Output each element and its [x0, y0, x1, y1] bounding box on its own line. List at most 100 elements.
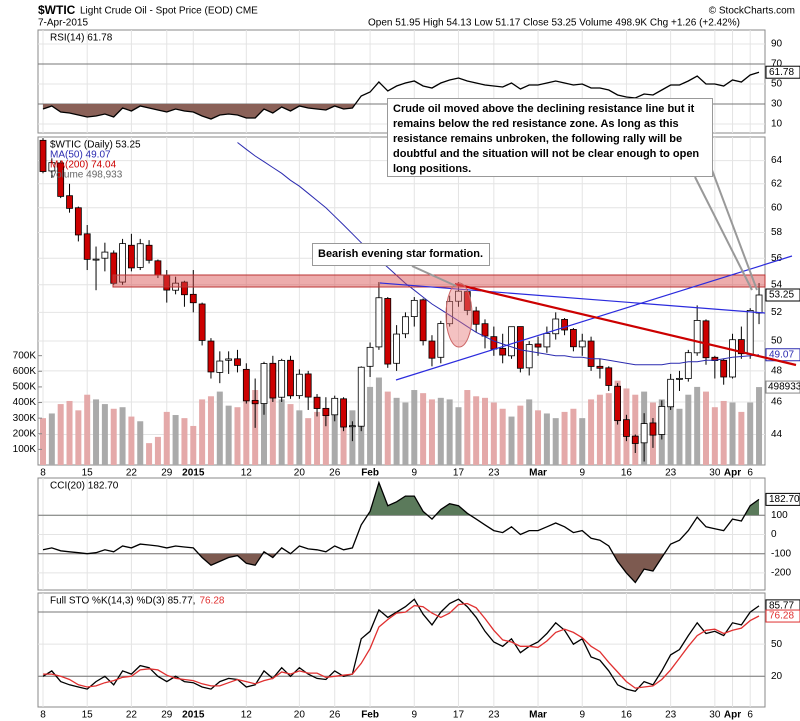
- x-tick-label: 16: [621, 710, 633, 721]
- x-tick-label: 17: [453, 468, 465, 479]
- volume-bar: [428, 399, 435, 465]
- legend-entry: MA(200) 74.04: [50, 160, 117, 171]
- candle-body: [181, 281, 188, 296]
- volume-bar: [411, 390, 418, 465]
- volume-bar: [667, 400, 674, 465]
- declining-resistance: [454, 282, 797, 367]
- candle-body: [260, 363, 268, 404]
- y-tick-label: 30: [771, 99, 783, 110]
- candle-body: [455, 290, 462, 302]
- candle-body: [207, 340, 215, 373]
- volume-bar: [420, 393, 427, 465]
- volume-bar: [473, 396, 480, 465]
- volume-bar: [402, 402, 409, 465]
- resistance-zone: [112, 274, 766, 288]
- instrument-name: Light Crude Oil - Spot Price (EOD) CME: [80, 6, 258, 17]
- trend-line: [379, 282, 766, 314]
- candle-body: [331, 397, 339, 416]
- x-tick-label: 30: [709, 468, 721, 479]
- volume-bar: [154, 436, 161, 465]
- legend-entry: CCI(20) 182.70: [50, 481, 119, 492]
- candle-body: [110, 252, 118, 284]
- y-tick-label: 52: [771, 307, 783, 318]
- candle-body: [490, 336, 498, 350]
- volume-bar: [296, 410, 303, 465]
- candle-body: [410, 299, 418, 317]
- candle-body: [508, 326, 515, 357]
- volume-bar: [437, 397, 444, 465]
- candle-body: [313, 396, 321, 409]
- x-tick-label: 23: [665, 710, 677, 721]
- y-tick-label: 46: [771, 397, 783, 408]
- x-tick-label: 2015: [182, 710, 205, 721]
- x-tick-label: 23: [665, 468, 677, 479]
- volume-bar: [676, 408, 683, 465]
- x-tick-label: 8: [40, 710, 46, 721]
- candle-body: [57, 162, 65, 197]
- candle-body: [384, 298, 392, 365]
- x-tick-label: Mar: [529, 710, 547, 721]
- volume-tick-label: 300K: [13, 413, 37, 424]
- x-tick-label: 26: [329, 710, 341, 721]
- x-tick-label: Apr: [724, 468, 741, 479]
- volume-bar: [57, 404, 64, 465]
- volume-bar: [561, 411, 568, 465]
- volume-bar: [181, 418, 188, 465]
- candle-body: [525, 344, 533, 369]
- candle-body: [702, 320, 710, 359]
- x-tick-label: 26: [329, 468, 341, 479]
- volume-bar: [747, 402, 754, 465]
- volume-bar: [464, 390, 471, 465]
- volume-bar: [729, 402, 736, 465]
- legend-title: $WTIC (Daily) 53.25: [50, 140, 141, 151]
- candle-body: [746, 310, 754, 355]
- value-tag-label: 49.07: [769, 349, 794, 360]
- candle-body: [499, 347, 507, 356]
- volume-bar: [66, 400, 73, 465]
- copyright: © StockCharts.com: [709, 6, 795, 17]
- candle-body: [234, 358, 241, 366]
- volume-tick-label: 500K: [13, 382, 37, 393]
- panel: [38, 593, 765, 707]
- volume-bar: [393, 397, 400, 465]
- volume-bar: [243, 396, 250, 465]
- candle-body: [269, 362, 277, 399]
- series-line: [43, 602, 760, 689]
- candle-body: [587, 340, 595, 367]
- x-tick-label: Feb: [361, 468, 379, 479]
- volume-tick-label: 600K: [13, 366, 37, 377]
- annotation-note: Crude oil moved above the declining resi…: [387, 98, 713, 177]
- x-tick-label: 12: [241, 710, 253, 721]
- volume-bar: [367, 386, 374, 465]
- legend-value: 76.28: [199, 596, 224, 607]
- x-tick-label: 6: [747, 710, 753, 721]
- candle-body: [48, 162, 56, 172]
- volume-bar: [146, 443, 153, 465]
- y-tick-label: 58: [771, 227, 783, 238]
- x-tick-label: 22: [126, 468, 138, 479]
- volume-bar: [216, 391, 223, 465]
- volume-bar: [93, 399, 100, 465]
- volume-bar: [596, 394, 603, 465]
- callout: [411, 265, 457, 287]
- y-tick-label: 64: [771, 155, 783, 166]
- volume-bar: [375, 377, 382, 465]
- volume-bar: [287, 404, 294, 465]
- y-tick-label: 44: [771, 429, 783, 440]
- pattern-highlight: [445, 282, 473, 348]
- candle-body: [720, 359, 728, 378]
- volume-bar: [225, 405, 232, 465]
- candle-body: [154, 260, 162, 276]
- volume-tick-label: 200K: [13, 428, 37, 439]
- value-tag: [765, 609, 800, 623]
- candle-body: [66, 195, 73, 209]
- x-tick-label: 17: [453, 710, 465, 721]
- y-tick-label: 70: [771, 59, 783, 70]
- candle-body: [74, 207, 82, 236]
- y-tick-label: 60: [771, 202, 783, 213]
- value-tag-label: 182.70: [769, 494, 800, 505]
- volume-bar: [490, 402, 497, 465]
- x-tick-label: 2015: [182, 468, 205, 479]
- volume-bar: [119, 407, 126, 465]
